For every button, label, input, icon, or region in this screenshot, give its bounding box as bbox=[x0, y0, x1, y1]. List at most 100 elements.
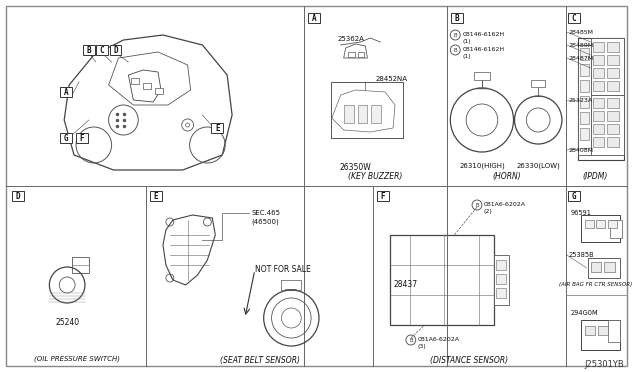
Bar bbox=[585, 326, 595, 335]
Bar bbox=[580, 64, 589, 76]
Bar bbox=[580, 48, 589, 60]
Bar bbox=[72, 257, 89, 273]
Text: 28487M: 28487M bbox=[569, 56, 594, 61]
Bar bbox=[593, 55, 604, 65]
Text: NOT FOR SALE: NOT FOR SALE bbox=[255, 265, 310, 274]
Text: 081A6-6202A: 081A6-6202A bbox=[484, 202, 526, 207]
Text: (OIL PRESSURE SWITCH): (OIL PRESSURE SWITCH) bbox=[34, 355, 120, 362]
Bar bbox=[593, 68, 604, 78]
Text: 25240: 25240 bbox=[55, 318, 79, 327]
Text: 08146-6162H: 08146-6162H bbox=[462, 32, 504, 37]
Bar bbox=[496, 260, 506, 270]
Text: 25362A: 25362A bbox=[338, 36, 365, 42]
Bar bbox=[580, 320, 620, 350]
Bar bbox=[609, 320, 620, 342]
Bar bbox=[131, 78, 140, 84]
Bar bbox=[611, 220, 622, 238]
Bar bbox=[474, 72, 490, 80]
Bar bbox=[348, 52, 355, 57]
Bar bbox=[96, 45, 108, 55]
Bar bbox=[593, 81, 604, 91]
Bar bbox=[607, 42, 620, 52]
Bar bbox=[282, 280, 301, 290]
Text: (HORN): (HORN) bbox=[492, 172, 521, 181]
Text: 08146-6162H: 08146-6162H bbox=[462, 47, 504, 52]
Bar bbox=[568, 13, 580, 23]
Text: (46500): (46500) bbox=[252, 218, 280, 224]
Bar bbox=[83, 45, 95, 55]
Text: SEC.465: SEC.465 bbox=[252, 210, 281, 216]
Bar bbox=[607, 55, 620, 65]
Bar bbox=[12, 191, 24, 201]
Bar bbox=[580, 96, 589, 108]
Bar bbox=[607, 124, 620, 134]
Text: C: C bbox=[572, 13, 576, 22]
Bar bbox=[607, 81, 620, 91]
Bar bbox=[596, 220, 605, 228]
Bar bbox=[580, 80, 589, 92]
Text: 28489M: 28489M bbox=[569, 43, 594, 48]
Bar bbox=[593, 42, 604, 52]
Text: 26350W: 26350W bbox=[340, 163, 371, 172]
Bar bbox=[591, 262, 602, 272]
Text: 26310(HIGH): 26310(HIGH) bbox=[459, 162, 505, 169]
Text: F: F bbox=[79, 134, 84, 142]
Text: B: B bbox=[475, 202, 479, 208]
Bar bbox=[308, 13, 320, 23]
Text: E: E bbox=[215, 124, 220, 132]
Text: (AIR BAG FR CTR SENSOR): (AIR BAG FR CTR SENSOR) bbox=[559, 282, 632, 287]
Text: (IPDM): (IPDM) bbox=[583, 172, 608, 181]
Text: B: B bbox=[455, 13, 460, 22]
Bar bbox=[585, 220, 593, 228]
Bar bbox=[598, 326, 609, 335]
Text: (DISTANCE SENSOR): (DISTANCE SENSOR) bbox=[430, 356, 508, 365]
Bar bbox=[588, 258, 620, 278]
Bar bbox=[371, 105, 381, 123]
Bar bbox=[150, 191, 162, 201]
Text: C: C bbox=[99, 45, 104, 55]
Text: (1): (1) bbox=[462, 54, 471, 59]
Bar bbox=[580, 128, 589, 140]
Text: 28408M: 28408M bbox=[569, 148, 594, 153]
Text: 25323A: 25323A bbox=[569, 98, 593, 103]
Bar bbox=[358, 105, 367, 123]
Text: A: A bbox=[64, 87, 68, 96]
Bar bbox=[593, 111, 604, 121]
Text: 28452NA: 28452NA bbox=[375, 76, 407, 82]
Text: B: B bbox=[454, 32, 457, 38]
Text: E: E bbox=[154, 192, 158, 201]
Bar bbox=[607, 137, 620, 147]
Text: B: B bbox=[86, 45, 91, 55]
Bar bbox=[358, 52, 364, 57]
Text: (SEAT BELT SENSOR): (SEAT BELT SENSOR) bbox=[220, 356, 300, 365]
Text: F: F bbox=[381, 192, 385, 201]
Bar bbox=[607, 111, 620, 121]
Bar bbox=[580, 215, 620, 242]
Text: 96591: 96591 bbox=[571, 210, 592, 216]
Bar bbox=[580, 112, 589, 124]
Bar bbox=[593, 137, 604, 147]
Text: D: D bbox=[113, 45, 118, 55]
Text: 28437: 28437 bbox=[393, 280, 417, 289]
Bar bbox=[531, 80, 545, 87]
Bar bbox=[578, 38, 624, 160]
Text: 26330(LOW): 26330(LOW) bbox=[516, 162, 560, 169]
Bar bbox=[390, 235, 494, 325]
Text: 28485M: 28485M bbox=[569, 30, 594, 35]
Bar bbox=[591, 95, 624, 155]
Text: (2): (2) bbox=[484, 209, 493, 214]
Text: (1): (1) bbox=[462, 39, 471, 44]
Bar bbox=[60, 87, 72, 97]
Bar bbox=[607, 98, 620, 108]
Bar bbox=[143, 83, 151, 89]
Text: B: B bbox=[409, 337, 413, 343]
Bar bbox=[496, 288, 506, 298]
Bar bbox=[211, 123, 223, 133]
Text: G: G bbox=[572, 192, 576, 201]
Bar bbox=[494, 255, 509, 305]
Text: (KEY BUZZER): (KEY BUZZER) bbox=[348, 172, 403, 181]
Bar bbox=[60, 133, 72, 143]
Bar bbox=[155, 88, 163, 94]
Text: 081A6-6202A: 081A6-6202A bbox=[418, 337, 460, 342]
Text: G: G bbox=[64, 134, 68, 142]
